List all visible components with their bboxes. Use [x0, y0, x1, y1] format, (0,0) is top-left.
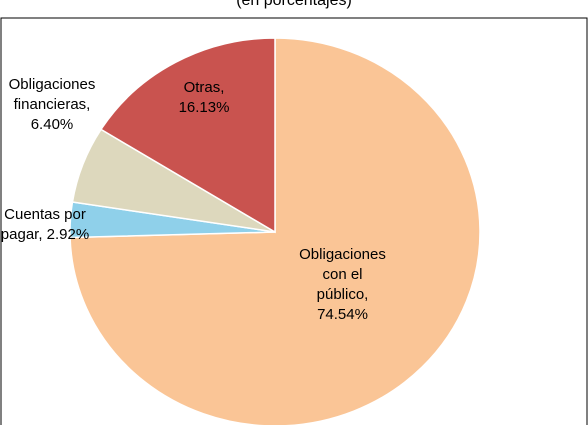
chart-subtitle: (en porcentajes) — [236, 0, 352, 9]
pie-slice — [99, 37, 276, 234]
frame — [0, 17, 588, 425]
data-label: Obligaciones con el público, 74.54% — [299, 246, 386, 323]
data-label: Obligaciones financieras, 6.40% — [8, 76, 96, 133]
data-label: Cuentas por pagar, 2.92% — [0, 206, 90, 243]
data-label: Otras, 16.13% — [178, 79, 230, 116]
